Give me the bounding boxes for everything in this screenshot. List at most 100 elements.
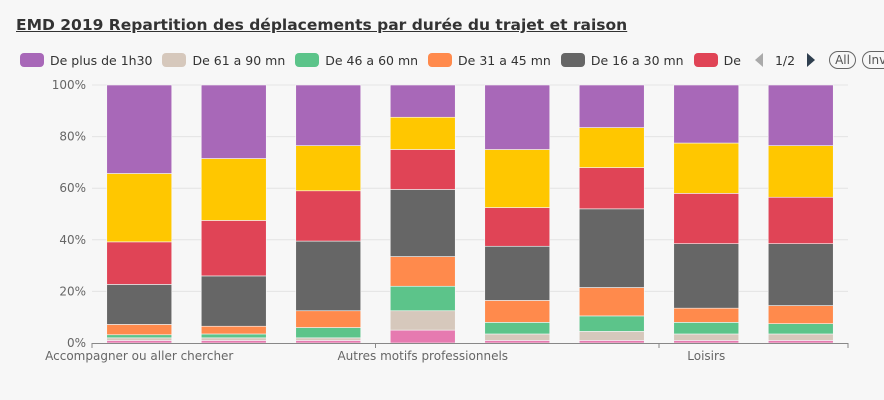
bar-segment [389,329,456,344]
bar-segment [106,173,173,243]
legend-swatch [295,53,320,67]
bar-segment [106,284,173,325]
bar-segment [295,310,362,328]
bar-segment [673,84,740,144]
bar-segment [389,84,456,118]
bar-segment [389,285,456,312]
bar-segment [106,337,173,341]
bar-segment [106,334,173,339]
legend-label: De 16 a 30 mn [590,52,684,68]
bar-segment [484,84,551,150]
bar-segment [673,333,740,341]
bar-segment [106,84,173,174]
chart-title: EMD 2019 Repartition des déplacements pa… [16,16,628,34]
y-tick-label: 60% [59,181,86,195]
bar-segment [389,189,456,257]
bar-segment [767,145,834,198]
legend-swatch [693,53,718,67]
bar-segment [200,337,267,341]
legend-items: De plus de 1h30 De 61 a 90 mn De 46 a 60 m… [20,53,751,68]
legend-item[interactable]: De plus de 1h30 [20,53,152,68]
legend-invert-button[interactable]: Inv [861,51,884,69]
bar-segment [389,310,456,331]
y-tick-label: 100% [52,78,86,92]
x-tick-label: Accompagner ou aller chercher [45,349,233,363]
bar-segment [200,340,267,344]
bar-segment [200,158,267,221]
x-tick-label: Autres motifs professionnels [337,349,508,363]
bar-segment [200,333,267,339]
bar-segment [578,127,645,168]
legend-item[interactable]: De 46 a 60 mn [295,53,418,68]
legend-page-indicator: 1/2 [774,52,796,68]
next-page-icon[interactable] [807,53,816,67]
bar-segment [200,275,267,327]
legend-item[interactable]: De 16 a 30 mn [560,52,684,68]
bar-segment [484,333,551,341]
bar-segment [295,145,362,192]
legend-pager: 1/2 All Inv [754,51,884,69]
bar-segment [673,340,740,344]
bar-segment [578,340,645,344]
bar-segment [389,149,456,190]
legend-label: De 31 a 45 mn [458,52,551,68]
bar-segment [578,315,645,332]
legend-item[interactable]: De 61 a 90 mn [162,53,285,68]
bar-segment [578,331,645,341]
bar-segment [484,300,551,323]
bar-segment [578,167,645,210]
legend-label: De 61 a 90 mn [192,52,286,68]
bar-segment [200,220,267,277]
bar-segment [767,305,834,324]
bar-segment [484,245,551,301]
bar-segment [767,333,834,341]
bar-segment [578,287,645,317]
y-tick-label: 40% [59,233,86,247]
legend-swatch [428,53,453,67]
bar-segment [106,324,173,336]
bar-segment [767,84,834,146]
bar-segment [106,241,173,285]
bar-segment [673,193,740,244]
bar-segment [200,325,267,335]
bar-segment [578,84,645,128]
bar-segment [295,240,362,312]
bar-segment [484,149,551,208]
bar-segment [389,256,456,287]
y-tick-label: 20% [59,284,86,298]
bar-segment [673,322,740,335]
y-tick-label: 80% [59,130,86,144]
legend-all-button[interactable]: All [829,51,856,69]
bar-segment [578,208,645,288]
legend-item[interactable]: De 31 a 45 mn [428,53,551,68]
bar-segment [295,84,362,146]
legend-label: De plus de 1h30 [50,52,153,68]
bar-segment [389,116,456,150]
legend-swatch [560,53,585,67]
bar-segment [295,190,362,242]
legend-swatch [162,53,187,67]
bar-segment [673,307,740,323]
bar-segment [484,340,551,344]
bar-segment [767,243,834,306]
legend-label: De 46 a 60 mn [325,52,419,68]
bar-segment [295,337,362,341]
previous-page-icon[interactable] [754,53,763,67]
bar-segment [295,340,362,344]
legend-item[interactable]: De [693,52,741,68]
x-tick-label: Loisirs [687,349,725,363]
legend-swatch [20,53,44,67]
bar-segment [767,323,834,335]
bar-segment [200,84,267,159]
legend-label: De [723,52,741,68]
y-tick-label: 0% [67,336,86,350]
bar-segment [767,196,834,244]
bar-segment [295,327,362,339]
bar-segment [484,207,551,247]
legend: De plus de 1h30 De 61 a 90 mn De 46 a 60 m… [20,50,884,70]
bar-segment [767,340,834,344]
bar-segment [673,142,740,194]
bar-segment [484,322,551,335]
bar-segment [673,243,740,309]
